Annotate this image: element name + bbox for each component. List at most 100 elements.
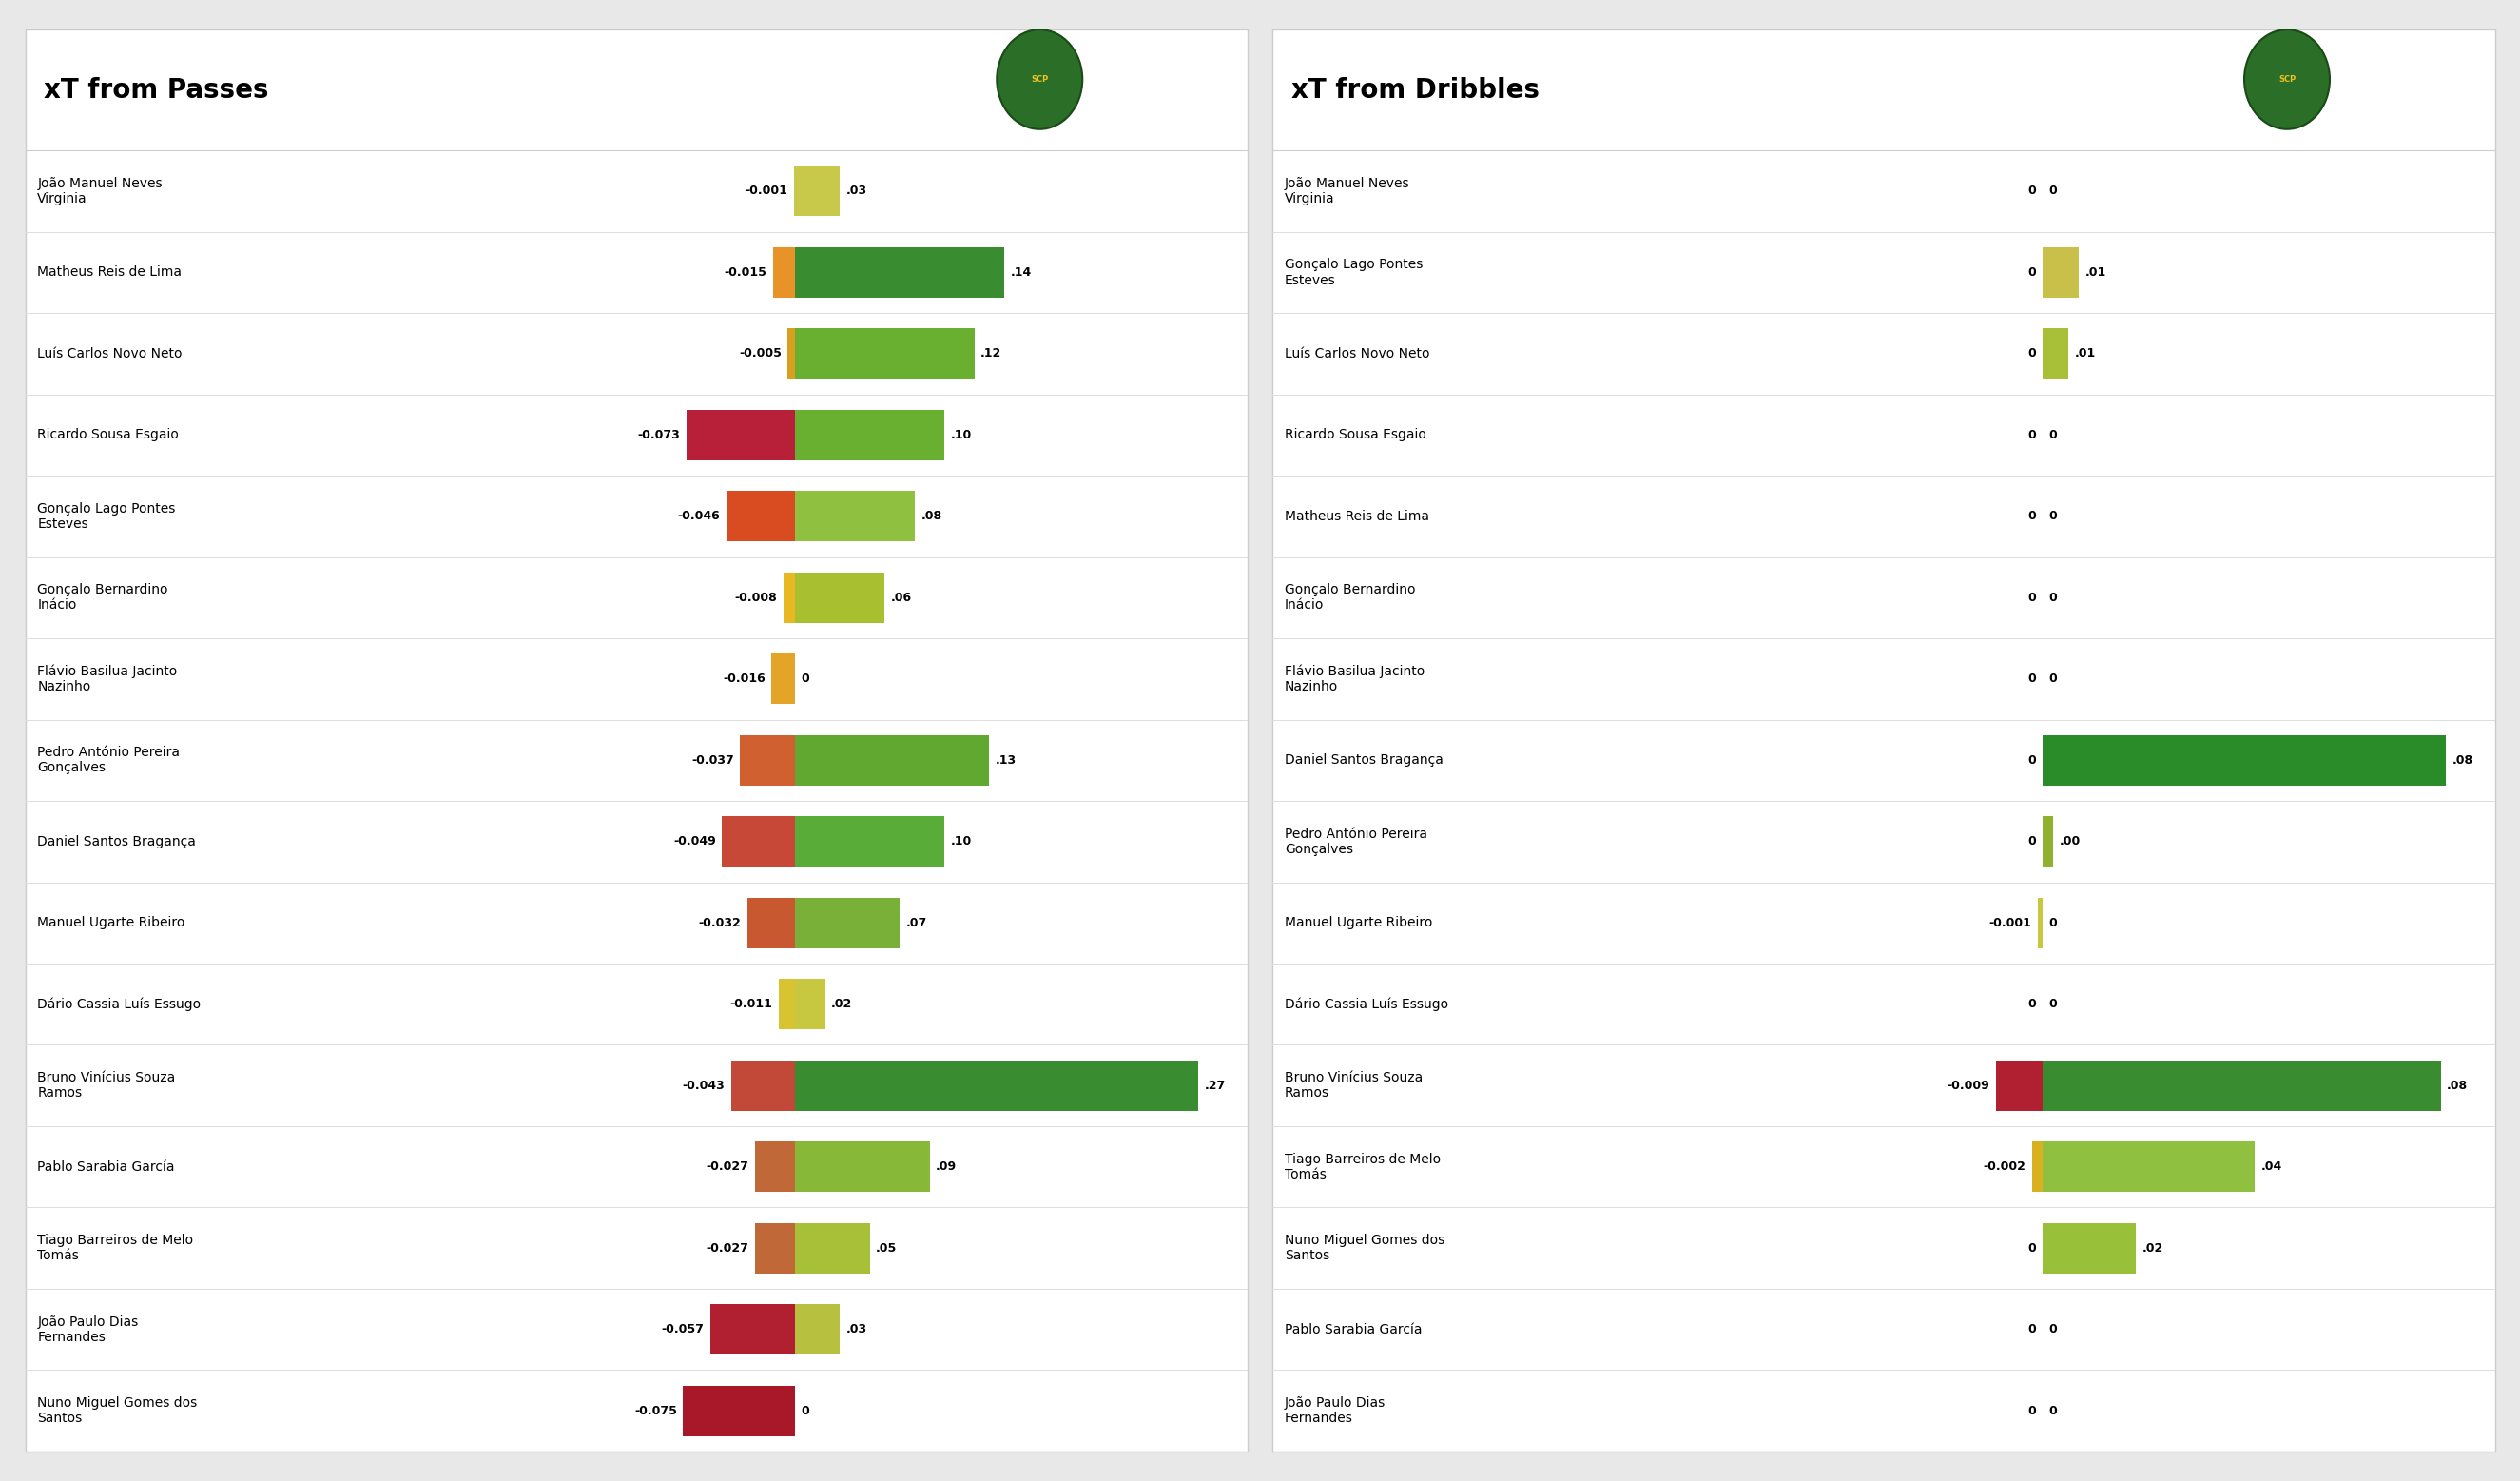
Bar <box>726 492 796 542</box>
Text: -0.005: -0.005 <box>738 348 781 360</box>
Bar <box>789 329 796 379</box>
Text: 0: 0 <box>2049 998 2056 1010</box>
Text: .08: .08 <box>2452 754 2472 767</box>
Text: .03: .03 <box>847 1323 867 1336</box>
Text: .27: .27 <box>1205 1080 1225 1091</box>
Text: 0: 0 <box>2049 917 2056 929</box>
Bar <box>2036 897 2044 948</box>
Bar <box>796 897 900 948</box>
Text: -0.009: -0.009 <box>1948 1080 1991 1091</box>
Bar <box>796 410 945 461</box>
Text: 0: 0 <box>801 1404 809 1417</box>
Text: 0: 0 <box>801 672 809 686</box>
Bar <box>1996 1060 2044 1111</box>
Text: -0.073: -0.073 <box>638 429 680 441</box>
Text: Gonçalo Lago Pontes
Esteves: Gonçalo Lago Pontes Esteves <box>1285 258 1424 287</box>
Bar <box>748 897 796 948</box>
Bar <box>796 735 990 785</box>
Text: Gonçalo Lago Pontes
Esteves: Gonçalo Lago Pontes Esteves <box>38 502 176 530</box>
Text: -0.049: -0.049 <box>673 835 716 847</box>
Bar <box>796 329 975 379</box>
Text: 0: 0 <box>2029 509 2036 523</box>
Text: João Manuel Neves
Virginia: João Manuel Neves Virginia <box>38 176 164 206</box>
Text: Ricardo Sousa Esgaio: Ricardo Sousa Esgaio <box>1285 428 1426 441</box>
Bar <box>723 816 796 866</box>
Bar <box>774 247 796 298</box>
Text: .10: .10 <box>950 835 973 847</box>
Text: .10: .10 <box>950 429 973 441</box>
Text: -0.043: -0.043 <box>683 1080 726 1091</box>
Text: João Manuel Neves
Virginia: João Manuel Neves Virginia <box>1285 176 1411 206</box>
Text: 0: 0 <box>2029 835 2036 847</box>
Text: João Paulo Dias
Fernandes: João Paulo Dias Fernandes <box>1285 1397 1386 1425</box>
Bar <box>683 1386 796 1437</box>
Text: 0: 0 <box>2049 509 2056 523</box>
Text: Pablo Sarabia García: Pablo Sarabia García <box>1285 1323 1421 1336</box>
Text: Manuel Ugarte Ribeiro: Manuel Ugarte Ribeiro <box>38 917 184 930</box>
Text: Manuel Ugarte Ribeiro: Manuel Ugarte Ribeiro <box>1285 917 1431 930</box>
Text: .14: .14 <box>1011 267 1031 278</box>
Text: .04: .04 <box>2260 1161 2283 1173</box>
Text: Gonçalo Bernardino
Inácio: Gonçalo Bernardino Inácio <box>38 584 169 612</box>
Text: xT from Passes: xT from Passes <box>43 77 270 104</box>
Text: 0: 0 <box>2029 429 2036 441</box>
Text: -0.075: -0.075 <box>635 1404 678 1417</box>
Text: -0.037: -0.037 <box>690 754 733 767</box>
Text: Ricardo Sousa Esgaio: Ricardo Sousa Esgaio <box>38 428 179 441</box>
Bar <box>796 979 824 1029</box>
Text: Nuno Miguel Gomes dos
Santos: Nuno Miguel Gomes dos Santos <box>38 1397 197 1425</box>
Text: Bruno Vinícius Souza
Ramos: Bruno Vinícius Souza Ramos <box>1285 1071 1424 1100</box>
Text: Tiago Barreiros de Melo
Tomás: Tiago Barreiros de Melo Tomás <box>1285 1152 1441 1182</box>
Text: 0: 0 <box>2029 1323 2036 1336</box>
Bar <box>2044 1223 2134 1274</box>
Text: Flávio Basilua Jacinto
Nazinho: Flávio Basilua Jacinto Nazinho <box>1285 665 1424 693</box>
Bar <box>2044 1142 2255 1192</box>
Bar <box>779 979 796 1029</box>
Text: .01: .01 <box>2084 267 2107 278</box>
Bar <box>796 816 945 866</box>
Bar <box>2044 329 2069 379</box>
Text: 0: 0 <box>2049 185 2056 197</box>
Text: .12: .12 <box>980 348 1003 360</box>
Bar <box>796 1060 1200 1111</box>
Text: -0.011: -0.011 <box>731 998 774 1010</box>
Text: SCP: SCP <box>2278 76 2296 83</box>
Bar <box>784 573 796 624</box>
Text: -0.057: -0.057 <box>660 1323 703 1336</box>
Bar <box>731 1060 796 1111</box>
Bar <box>771 653 796 703</box>
Text: Daniel Santos Bragança: Daniel Santos Bragança <box>38 835 197 849</box>
Text: 0: 0 <box>2029 672 2036 686</box>
Bar <box>2044 247 2079 298</box>
Text: .02: .02 <box>832 998 852 1010</box>
Bar <box>2044 735 2447 785</box>
Text: 0: 0 <box>2029 754 2036 767</box>
Text: 0: 0 <box>2029 185 2036 197</box>
Bar <box>756 1223 796 1274</box>
Bar <box>2031 1142 2044 1192</box>
Bar <box>796 573 885 624</box>
Text: -0.001: -0.001 <box>1988 917 2031 929</box>
Text: 0: 0 <box>2049 429 2056 441</box>
Text: xT from Dribbles: xT from Dribbles <box>1290 77 1540 104</box>
Text: 0: 0 <box>2049 1404 2056 1417</box>
Text: 0: 0 <box>2049 591 2056 604</box>
Circle shape <box>998 30 1084 129</box>
Text: 0: 0 <box>2049 1323 2056 1336</box>
Text: Matheus Reis de Lima: Matheus Reis de Lima <box>1285 509 1429 523</box>
Text: Dário Cassia Luís Essugo: Dário Cassia Luís Essugo <box>38 997 202 1012</box>
Text: -0.002: -0.002 <box>1983 1161 2026 1173</box>
Bar <box>756 1142 796 1192</box>
Text: SCP: SCP <box>1031 76 1048 83</box>
Text: -0.046: -0.046 <box>678 509 721 523</box>
Text: .05: .05 <box>877 1243 897 1254</box>
Text: .08: .08 <box>920 509 942 523</box>
Text: -0.027: -0.027 <box>706 1161 748 1173</box>
Text: Bruno Vinícius Souza
Ramos: Bruno Vinícius Souza Ramos <box>38 1071 176 1100</box>
Text: .06: .06 <box>892 591 912 604</box>
Bar <box>741 735 796 785</box>
Text: -0.032: -0.032 <box>698 917 741 929</box>
Circle shape <box>2245 30 2331 129</box>
Text: .09: .09 <box>935 1161 958 1173</box>
Text: 0: 0 <box>2029 591 2036 604</box>
